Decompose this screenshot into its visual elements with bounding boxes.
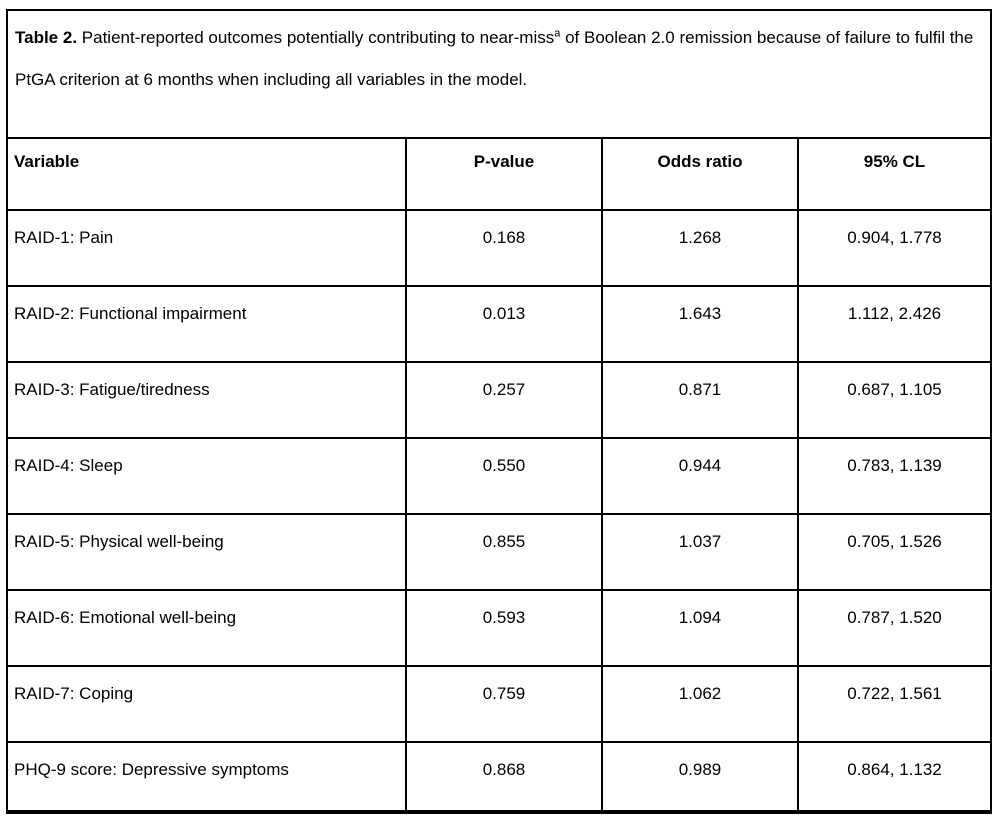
cell-p-value: 0.168 [405, 209, 603, 287]
cell-variable: RAID-1: Pain [6, 209, 407, 287]
table-caption: Table 2. Patient-reported outcomes poten… [6, 9, 992, 137]
cell-variable: PHQ-9 score: Depressive symptoms [6, 741, 407, 813]
cell-odds-ratio: 1.037 [601, 513, 799, 591]
table-row: RAID-6: Emotional well-being 0.593 1.094… [6, 589, 992, 667]
column-header-p-value: P-value [405, 137, 603, 211]
table-row: RAID-1: Pain 0.168 1.268 0.904, 1.778 [6, 209, 992, 287]
cell-odds-ratio: 1.268 [601, 209, 799, 287]
cell-odds-ratio: 1.062 [601, 665, 799, 743]
table-caption-text: Patient-reported outcomes potentially co… [77, 28, 555, 47]
column-header-odds-ratio: Odds ratio [601, 137, 799, 211]
table-caption-text-continued: of Boolean 2.0 remission because of fail… [15, 28, 974, 89]
cell-odds-ratio: 0.944 [601, 437, 799, 515]
table-row: RAID-2: Functional impairment 0.013 1.64… [6, 285, 992, 363]
cell-95-cl: 0.904, 1.778 [797, 209, 992, 287]
cell-p-value: 0.013 [405, 285, 603, 363]
cell-p-value: 0.593 [405, 589, 603, 667]
cell-95-cl: 0.864, 1.132 [797, 741, 992, 813]
cell-variable: RAID-4: Sleep [6, 437, 407, 515]
cell-variable: RAID-3: Fatigue/tiredness [6, 361, 407, 439]
cell-95-cl: 0.687, 1.105 [797, 361, 992, 439]
cell-p-value: 0.257 [405, 361, 603, 439]
cell-variable: RAID-2: Functional impairment [6, 285, 407, 363]
cell-p-value: 0.855 [405, 513, 603, 591]
table-row: RAID-5: Physical well-being 0.855 1.037 … [6, 513, 992, 591]
cell-variable: RAID-7: Coping [6, 665, 407, 743]
cell-odds-ratio: 1.094 [601, 589, 799, 667]
column-header-variable: Variable [6, 137, 407, 211]
header-row: Variable P-value Odds ratio 95% CL [6, 137, 992, 211]
table-row: RAID-7: Coping 0.759 1.062 0.722, 1.561 [6, 665, 992, 743]
outcomes-table: Variable P-value Odds ratio 95% CL RAID-… [6, 137, 992, 814]
table-row: RAID-3: Fatigue/tiredness 0.257 0.871 0.… [6, 361, 992, 439]
cell-95-cl: 0.705, 1.526 [797, 513, 992, 591]
cell-odds-ratio: 0.871 [601, 361, 799, 439]
table-row: PHQ-9 score: Depressive symptoms 0.868 0… [6, 741, 992, 813]
cell-odds-ratio: 1.643 [601, 285, 799, 363]
table-body: RAID-1: Pain 0.168 1.268 0.904, 1.778 RA… [6, 209, 992, 813]
table-caption-footnote-marker: a [554, 27, 561, 40]
cell-95-cl: 0.722, 1.561 [797, 665, 992, 743]
cell-p-value: 0.550 [405, 437, 603, 515]
cell-p-value: 0.868 [405, 741, 603, 813]
cell-p-value: 0.759 [405, 665, 603, 743]
cell-odds-ratio: 0.989 [601, 741, 799, 813]
cell-95-cl: 1.112, 2.426 [797, 285, 992, 363]
column-header-95-cl: 95% CL [797, 137, 992, 211]
cell-95-cl: 0.783, 1.139 [797, 437, 992, 515]
table-frame: Table 2. Patient-reported outcomes poten… [6, 9, 992, 814]
cell-variable: RAID-6: Emotional well-being [6, 589, 407, 667]
cell-variable: RAID-5: Physical well-being [6, 513, 407, 591]
table-caption-label: Table 2. [15, 28, 78, 47]
cell-95-cl: 0.787, 1.520 [797, 589, 992, 667]
table-row: RAID-4: Sleep 0.550 0.944 0.783, 1.139 [6, 437, 992, 515]
